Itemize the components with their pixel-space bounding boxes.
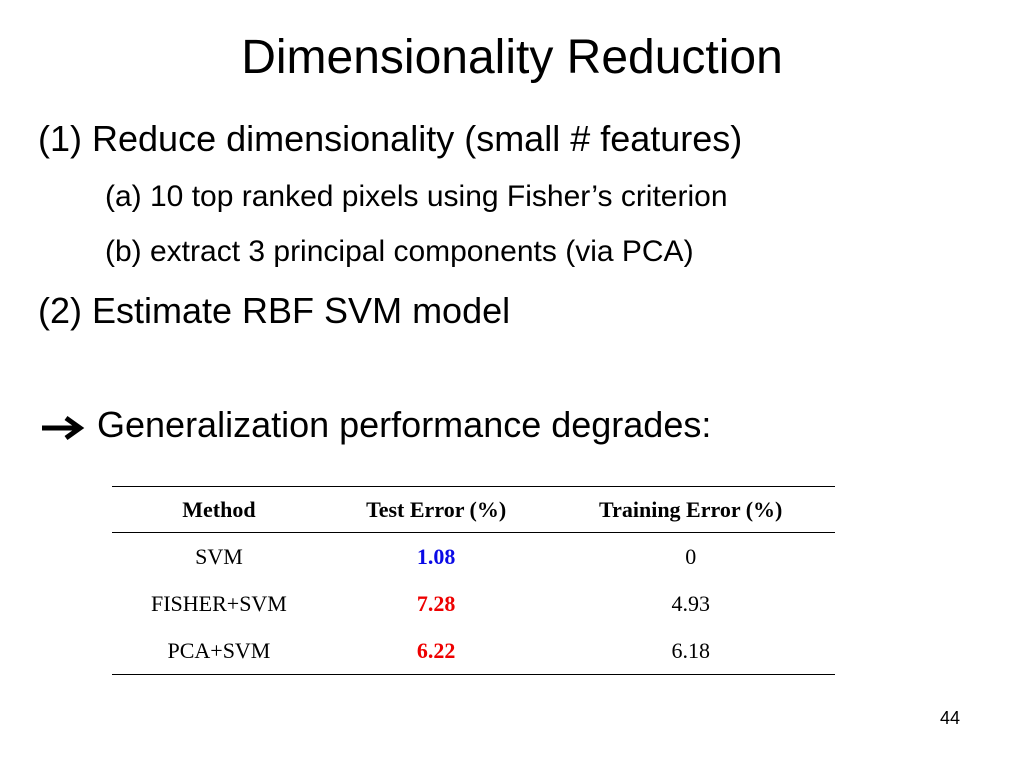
slide-title: Dimensionality Reduction — [241, 31, 783, 84]
table-cell: FISHER+SVM — [150, 590, 287, 616]
column-header: Training Error (%) — [546, 486, 835, 533]
table-row: PCA+SVM 6.22 6.18 — [112, 627, 835, 675]
table-cell: 4.93 — [671, 590, 710, 616]
table-cell: 6.18 — [546, 627, 835, 675]
bullet-item: (2) Estimate RBF SVM model — [38, 290, 511, 331]
table-row: FISHER+SVM 7.28 4.93 — [112, 580, 835, 627]
column-header: Test Error (%) — [325, 486, 547, 533]
table-cell: 0 — [685, 543, 697, 569]
column-header: Method — [112, 486, 326, 533]
table-cell: SVM — [195, 543, 243, 569]
table-cell: 1.08 — [416, 543, 456, 569]
results-table: Method Test Error (%) Training Error (%) S… — [112, 486, 835, 675]
header-row: Method Test Error (%) Training Error (%) — [112, 486, 835, 533]
conclusion: Generalization performance degrades: — [97, 404, 712, 445]
table-cell: PCA+SVM — [112, 627, 326, 675]
table-cell: 7.28 — [416, 590, 456, 616]
table-body: SVM 1.08 0 FISHER+SVM 7.28 4.93 PCA+SVM 6.22 6.1… — [112, 533, 835, 675]
sub-bullet-item: (a) 10 top ranked pixels using Fisher’s … — [105, 180, 728, 213]
bullet-item: (1) Reduce dimensionality (small # featu… — [38, 118, 743, 159]
table-row: SVM 1.08 0 — [112, 533, 835, 581]
page-number: 44 — [940, 708, 961, 728]
sub-bullet-item: (b) extract 3 principal components (via … — [105, 235, 694, 268]
arrow-icon — [42, 415, 85, 441]
table-cell: 6.22 — [325, 627, 547, 675]
